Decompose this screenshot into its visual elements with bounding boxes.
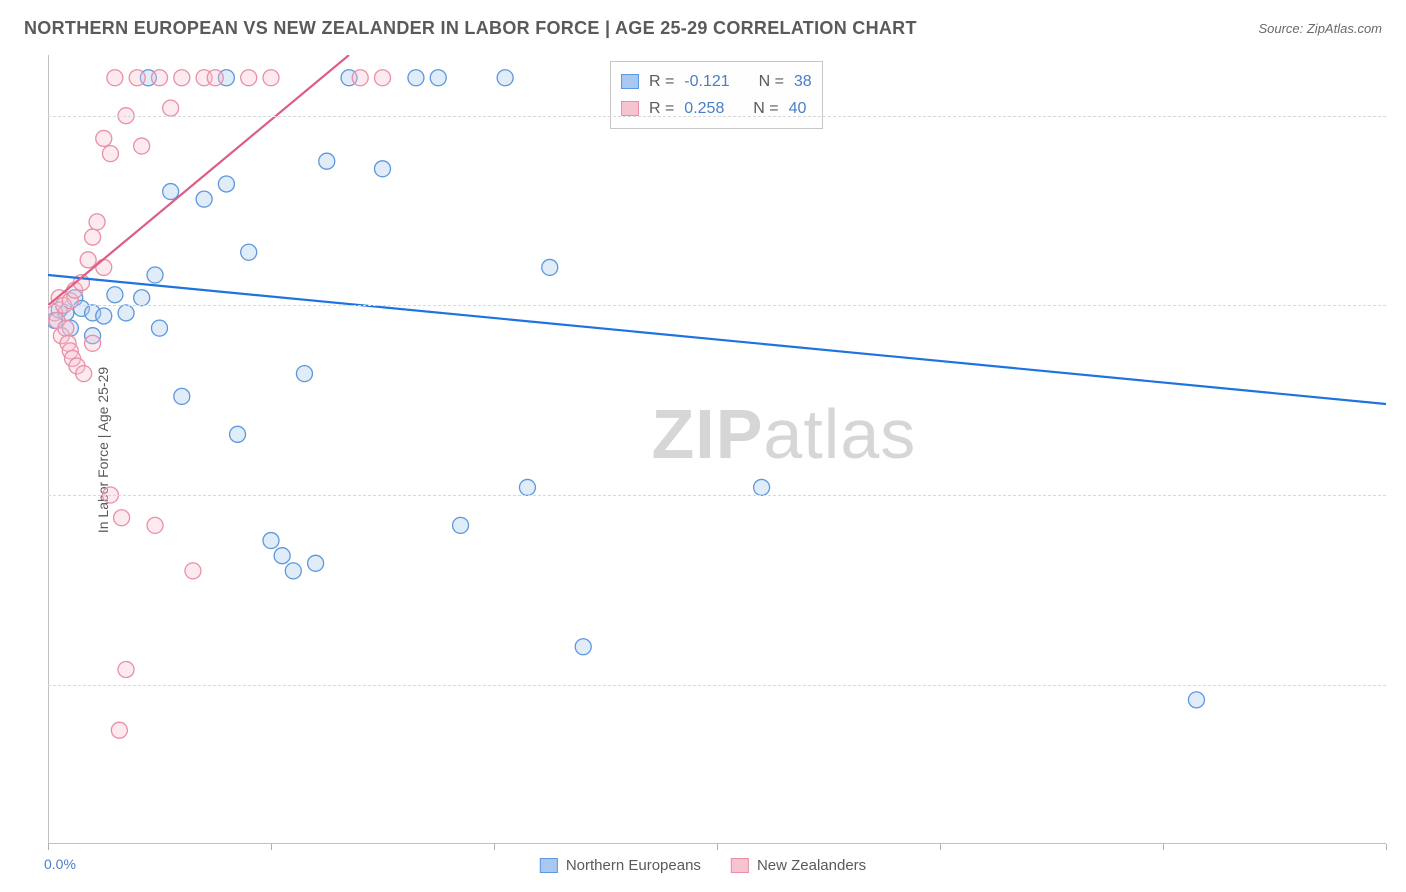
data-point [111, 722, 127, 738]
legend: Northern Europeans New Zealanders [540, 857, 866, 874]
data-point [352, 70, 368, 86]
data-point [207, 70, 223, 86]
data-point [107, 287, 123, 303]
data-point [89, 214, 105, 230]
data-point [134, 290, 150, 306]
trend-line [48, 275, 1386, 404]
trend-line [48, 55, 349, 305]
data-point [174, 70, 190, 86]
data-point [408, 70, 424, 86]
stats-row: R = 0.258 N = 40 [621, 95, 812, 122]
legend-swatch [731, 858, 749, 873]
chart-area: In Labor Force | Age 25-29 ZIPatlas R = … [48, 55, 1386, 844]
legend-label: New Zealanders [757, 857, 866, 874]
legend-swatch [621, 101, 639, 116]
data-point [263, 70, 279, 86]
data-point [85, 229, 101, 245]
data-point [96, 259, 112, 275]
data-point [241, 70, 257, 86]
legend-item: New Zealanders [731, 857, 866, 874]
scatter-plot [48, 55, 1386, 844]
data-point [174, 388, 190, 404]
x-tick [48, 844, 49, 850]
chart-title: NORTHERN EUROPEAN VS NEW ZEALANDER IN LA… [24, 18, 917, 39]
x-tick [1163, 844, 1164, 850]
data-point [241, 244, 257, 260]
data-point [430, 70, 446, 86]
stat-r-label: R = [649, 68, 674, 95]
data-point [147, 267, 163, 283]
stats-box: R = -0.121 N = 38R = 0.258 N = 40 [610, 61, 823, 129]
legend-label: Northern Europeans [566, 857, 701, 874]
data-point [542, 259, 558, 275]
data-point [96, 308, 112, 324]
data-point [274, 548, 290, 564]
x-tick [494, 844, 495, 850]
stat-n-value: 38 [794, 68, 812, 95]
data-point [118, 305, 134, 321]
source-label: Source: ZipAtlas.com [1258, 21, 1382, 36]
x-tick [940, 844, 941, 850]
data-point [375, 161, 391, 177]
data-point [107, 70, 123, 86]
data-point [754, 479, 770, 495]
data-point [118, 662, 134, 678]
gridline [48, 305, 1386, 306]
data-point [76, 366, 92, 382]
data-point [308, 555, 324, 571]
gridline [48, 116, 1386, 117]
x-tick [271, 844, 272, 850]
x-tick-label: 0.0% [44, 856, 76, 872]
data-point [185, 563, 201, 579]
data-point [58, 320, 74, 336]
data-point [519, 479, 535, 495]
legend-item: Northern Europeans [540, 857, 701, 874]
stats-row: R = -0.121 N = 38 [621, 68, 812, 95]
data-point [263, 533, 279, 549]
data-point [218, 176, 234, 192]
data-point [296, 366, 312, 382]
stat-n-label: N = [753, 95, 778, 122]
data-point [319, 153, 335, 169]
data-point [147, 517, 163, 533]
data-point [114, 510, 130, 526]
data-point [96, 130, 112, 146]
stat-r-value: 0.258 [684, 95, 724, 122]
data-point [134, 138, 150, 154]
data-point [375, 70, 391, 86]
stat-r-label: R = [649, 95, 674, 122]
data-point [163, 184, 179, 200]
data-point [152, 320, 168, 336]
gridline [48, 495, 1386, 496]
data-point [102, 146, 118, 162]
legend-swatch [540, 858, 558, 873]
data-point [85, 335, 101, 351]
legend-swatch [621, 74, 639, 89]
x-tick [1386, 844, 1387, 850]
data-point [80, 252, 96, 268]
data-point [1188, 692, 1204, 708]
data-point [575, 639, 591, 655]
data-point [285, 563, 301, 579]
data-point [196, 191, 212, 207]
stat-n-value: 40 [789, 95, 807, 122]
data-point [129, 70, 145, 86]
x-tick [717, 844, 718, 850]
gridline [48, 685, 1386, 686]
data-point [453, 517, 469, 533]
data-point [230, 426, 246, 442]
stat-n-label: N = [759, 68, 784, 95]
data-point [163, 100, 179, 116]
data-point [497, 70, 513, 86]
stat-r-value: -0.121 [684, 68, 729, 95]
data-point [152, 70, 168, 86]
